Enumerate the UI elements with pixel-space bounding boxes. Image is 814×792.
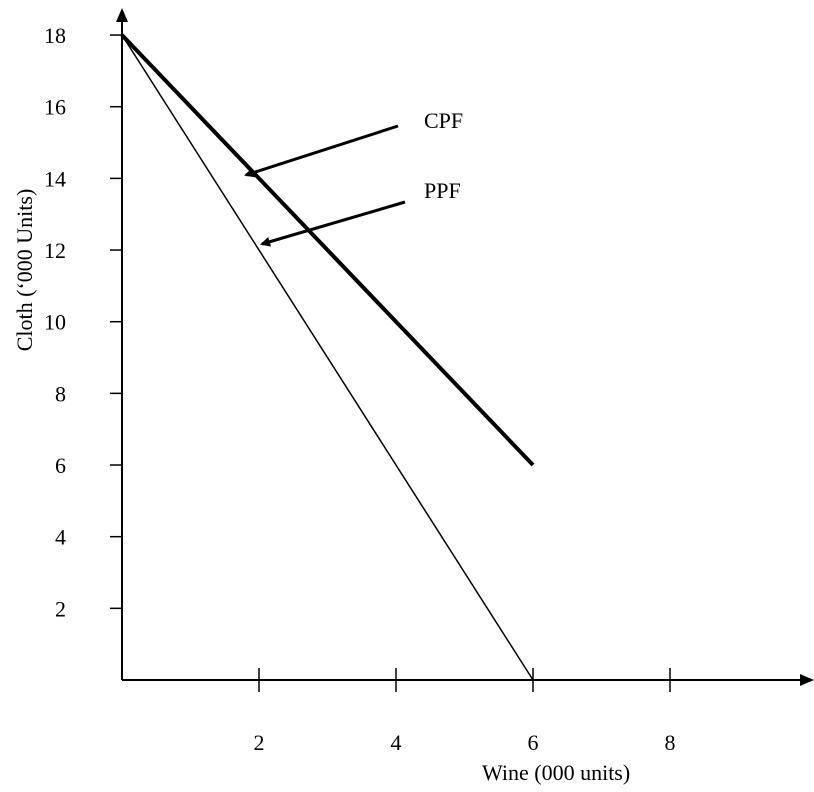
y-tick-label: 16 (44, 95, 66, 120)
y-tick-label: 14 (44, 166, 66, 191)
y-axis-arrow-icon (116, 8, 128, 22)
y-tick-label: 12 (44, 238, 66, 263)
series-line-cpf (120, 33, 535, 467)
annotation-ppf-label: PPF (424, 178, 461, 203)
y-tick-label: 18 (44, 23, 66, 48)
annotation-cpf-label: CPF (424, 108, 463, 133)
series-line-ppf (121, 34, 534, 681)
x-ticks: 2 4 6 8 (254, 668, 676, 755)
annotation-cpf-arrow-icon (244, 124, 399, 178)
y-tick-label: 2 (55, 596, 66, 621)
axes (116, 8, 814, 686)
x-tick-label: 8 (665, 730, 676, 755)
x-axis-label: Wine (000 units) (482, 760, 630, 785)
y-tick-label: 10 (44, 310, 66, 335)
x-tick-label: 6 (528, 730, 539, 755)
y-axis-label: Cloth (‘000 Units) (12, 189, 37, 352)
series (120, 33, 535, 681)
annotation-ppf-arrow-icon (260, 200, 406, 247)
y-ticks: 2 4 6 8 10 12 14 16 18 (44, 23, 123, 621)
y-tick-label: 6 (55, 453, 66, 478)
x-tick-label: 2 (254, 730, 265, 755)
x-axis-arrow-icon (800, 674, 814, 686)
annotations: CPF PPF (244, 108, 463, 247)
y-tick-label: 8 (55, 381, 66, 406)
y-tick-label: 4 (55, 525, 66, 550)
x-tick-label: 4 (391, 730, 402, 755)
